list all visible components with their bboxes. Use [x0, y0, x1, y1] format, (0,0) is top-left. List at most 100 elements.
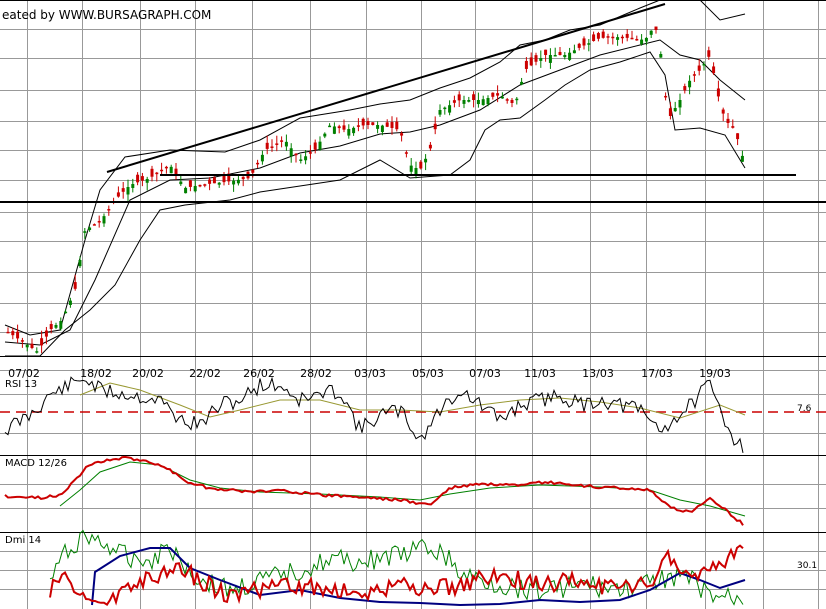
candle-body [198, 184, 202, 187]
x-tick-label: 19/03 [699, 367, 731, 380]
candle-body [203, 184, 207, 186]
candle-body [44, 330, 48, 337]
candle-body [102, 216, 106, 224]
candle-body [260, 154, 264, 162]
candle-body [673, 108, 677, 112]
candle-body [731, 126, 735, 128]
candle-body [347, 129, 351, 136]
candle-body [83, 231, 87, 233]
candle-body [126, 187, 130, 195]
candle-body [707, 50, 711, 57]
candle-body [342, 125, 346, 130]
candle-body [558, 51, 562, 55]
candle-body [208, 179, 212, 184]
candle-body [457, 94, 461, 101]
x-tick-label: 03/03 [354, 367, 386, 380]
candle-body [491, 92, 495, 97]
candle-body [35, 351, 39, 353]
candle-body [54, 325, 58, 328]
candle-body [644, 37, 648, 42]
x-tick-label: 11/03 [524, 367, 556, 380]
candle-body [596, 33, 600, 39]
candle-body [577, 43, 581, 48]
candle-body [476, 100, 480, 105]
candle-body [6, 331, 10, 334]
candle-body [395, 121, 399, 130]
candle-body [668, 108, 672, 116]
x-tick-label: 13/03 [582, 367, 614, 380]
candle-body [697, 65, 701, 71]
candle-body [193, 185, 197, 192]
candle-body [97, 221, 101, 223]
candle-body [241, 176, 245, 180]
candle-body [462, 100, 466, 104]
candle-body [212, 177, 216, 184]
candle-body [30, 343, 34, 348]
x-tick-label: 05/03 [412, 367, 444, 380]
candle-body [496, 93, 500, 96]
candle-body [20, 340, 24, 342]
candle-body [654, 26, 658, 30]
candle-body [572, 50, 576, 54]
candle-body [606, 36, 610, 38]
candle-body [140, 176, 144, 181]
dmi-last-value: 30.1 [797, 561, 817, 571]
candle-body [404, 152, 408, 154]
candle-body [73, 282, 77, 289]
x-axis-tick-labels: 07/02 18/02 20/02 22/02 26/02 28/02 03/03 05/03… [8, 367, 731, 380]
candle-body [332, 126, 336, 134]
candle-body [592, 34, 596, 41]
candle-body [515, 98, 519, 101]
x-tick-label: 22/02 [189, 367, 221, 380]
candle-body [232, 180, 236, 185]
dmi-adx-line [91, 547, 746, 607]
x-tick-label: 07/02 [8, 367, 40, 380]
candle-body [544, 49, 548, 55]
candle-body [188, 180, 192, 187]
x-tick-label: 17/03 [641, 367, 673, 380]
candle-body [448, 105, 452, 113]
candle-body [59, 321, 63, 329]
candle-body [601, 31, 605, 38]
candle-body [712, 66, 716, 73]
candle-body [174, 168, 178, 175]
candle-body [289, 148, 293, 157]
candle-body [16, 331, 20, 339]
candle-body [64, 311, 68, 314]
credit-text: eated by WWW.BURSAGRAPH.COM [2, 8, 211, 22]
rsi-line [4, 376, 744, 454]
candle-body [472, 94, 476, 100]
candlesticks [6, 26, 744, 354]
candle-body [539, 58, 543, 61]
candle-body [313, 142, 317, 150]
candle-body [740, 155, 744, 162]
candle-body [78, 260, 82, 267]
candle-body [380, 125, 384, 133]
candle-body [92, 224, 96, 226]
candle-body [736, 133, 740, 140]
x-tick-label: 18/02 [80, 367, 112, 380]
candle-body [587, 43, 591, 45]
candle-body [683, 86, 687, 91]
candle-body [40, 338, 44, 346]
dmi-title: Dmi 14 [5, 535, 41, 546]
candle-body [640, 39, 644, 45]
candle-body [25, 344, 29, 348]
candle-body [428, 144, 432, 149]
candle-body [184, 187, 188, 194]
candle-body [371, 122, 375, 125]
candle-body [116, 192, 120, 197]
candle-body [611, 36, 615, 39]
candle-body [217, 182, 221, 185]
candle-body [664, 95, 668, 98]
candle-body [68, 300, 72, 305]
candle-body [721, 109, 725, 114]
x-tick-label: 26/02 [243, 367, 275, 380]
candle-body [443, 107, 447, 110]
candle-body [376, 125, 380, 129]
candle-body [299, 159, 303, 161]
candle-body [616, 37, 620, 40]
moving-average-mid [4, 39, 746, 346]
